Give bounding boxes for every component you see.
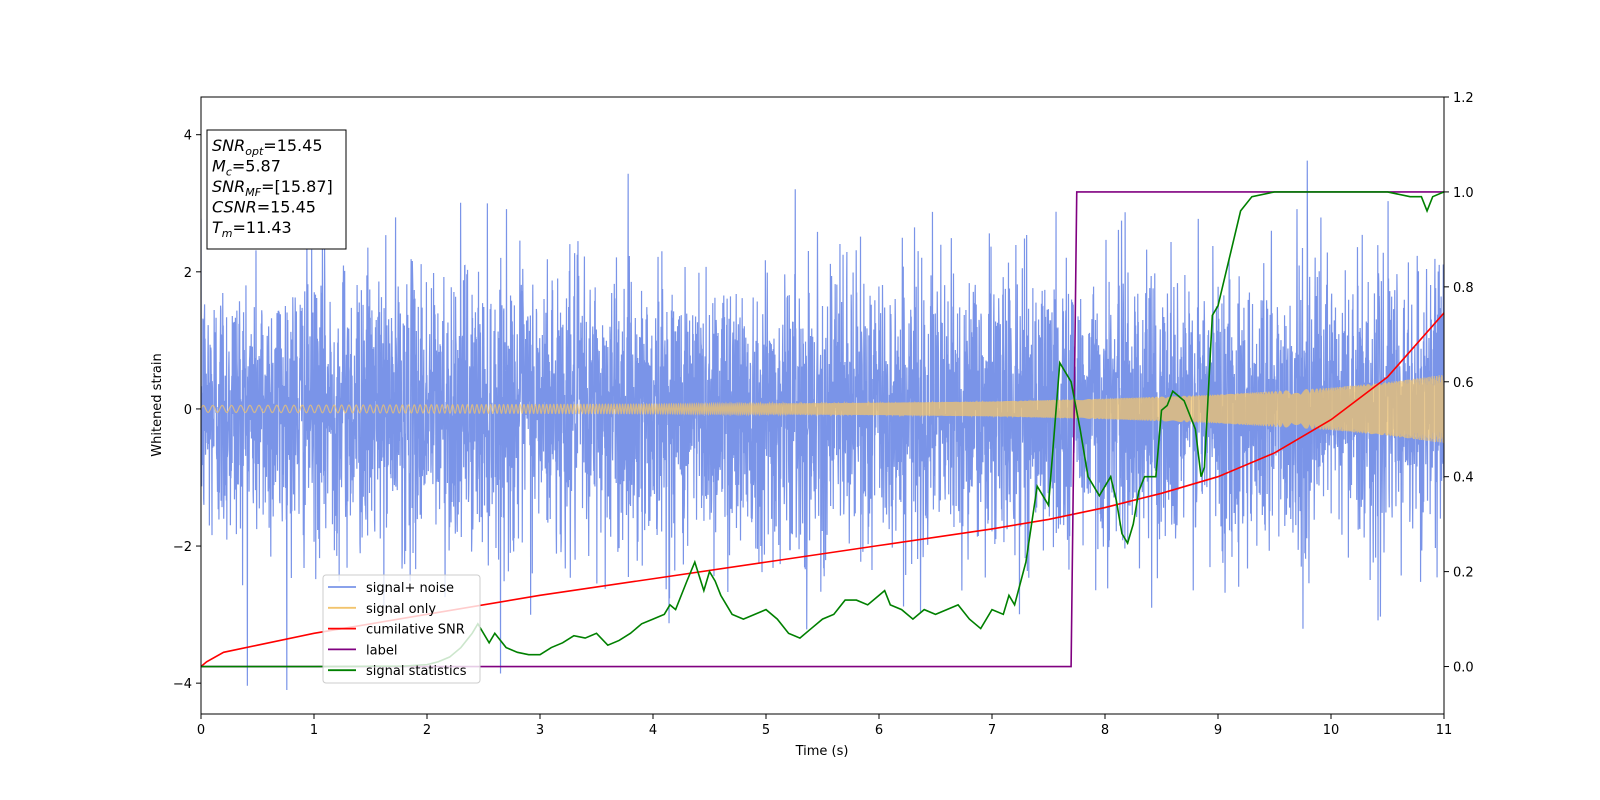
legend-label: cumilative SNR (366, 623, 465, 638)
legend-frame (322, 574, 481, 684)
x-tick-label: 6 (875, 723, 883, 738)
series-cumilative-snr (201, 312, 1444, 668)
x-tick-label: 5 (762, 723, 770, 738)
stats-line: Mc=5.87 (212, 157, 281, 179)
axes-layer: 0 1 2 3 4 5 6 7 8 9 10 11 −4 −2 0 2 4 0.0 0.2 0.4 0.6 0.8 1.0 1… (173, 91, 1474, 738)
x-tick-label: 10 (1323, 723, 1340, 738)
x-tick-label: 11 (1436, 723, 1453, 738)
y-left-tick-label: 4 (184, 129, 192, 144)
y-right-tick-label: 1.2 (1453, 91, 1474, 106)
plot-frame (200, 96, 1445, 715)
legend: signal+ noise signal only cumilative SNR la… (322, 574, 481, 684)
stats-annotation: SNRopt=15.45Mc=5.87SNRMF=[15.87]CSNR=15.… (206, 129, 347, 250)
x-tick-label: 2 (423, 723, 431, 738)
stats-box (206, 129, 347, 250)
legend-label: signal statistics (366, 664, 467, 679)
y-left-tick-label: 2 (184, 266, 192, 281)
y-right-tick-label: 0.4 (1453, 471, 1474, 486)
y-right-tick-label: 0.0 (1453, 661, 1474, 676)
x-tick-label: 9 (1214, 723, 1222, 738)
x-tick-label: 7 (988, 723, 996, 738)
y-axis-label: Whitened strain (150, 353, 165, 456)
y-left-tick-label: −2 (173, 540, 192, 555)
series-label (201, 191, 1444, 668)
legend-label: signal only (366, 602, 436, 617)
x-tick-label: 4 (649, 723, 657, 738)
x-tick-label: 0 (197, 723, 205, 738)
series-signal-only (201, 374, 1444, 444)
y-right-tick-label: 0.6 (1453, 376, 1474, 391)
series-signal-statistics (201, 191, 1444, 668)
x-tick-label: 1 (310, 723, 318, 738)
stats-line: Tm=11.43 (212, 218, 292, 240)
legend-label: label (366, 643, 397, 658)
legend-label: signal+ noise (366, 581, 454, 596)
y-left-tick-label: 0 (184, 403, 192, 418)
y-right-tick-label: 0.2 (1453, 566, 1474, 581)
x-axis-label: Time (s) (795, 744, 849, 759)
x-tick-label: 3 (536, 723, 544, 738)
series-signal-noise (201, 160, 1444, 691)
series-layer (201, 160, 1444, 691)
stats-line: SNRMF=[15.87] (212, 177, 333, 199)
stats-line: CSNR=15.45 (212, 198, 316, 217)
stats-line: SNRopt=15.45 (212, 136, 323, 158)
y-right-tick-label: 0.8 (1453, 281, 1474, 296)
y-right-tick-label: 1.0 (1453, 186, 1474, 201)
x-tick-label: 8 (1101, 723, 1109, 738)
y-left-tick-label: −4 (173, 677, 192, 692)
